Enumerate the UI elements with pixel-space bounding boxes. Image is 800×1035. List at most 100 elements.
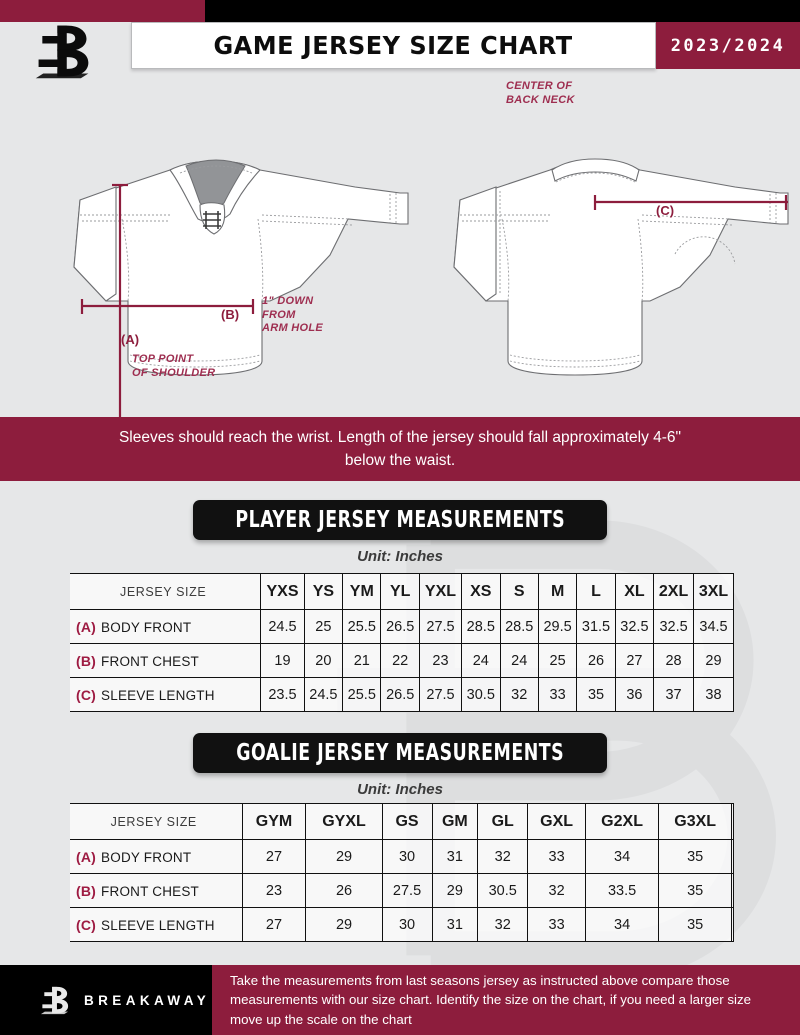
jersey-diagram-panel: .jline { fill:#ffffff; stroke:#6d6e71; s… — [0, 69, 800, 417]
cell-b-0: 19 — [260, 643, 305, 678]
top-accent-strip — [0, 0, 800, 22]
goalie-cell-c-2: 30 — [381, 907, 433, 942]
header-logo-area — [0, 22, 130, 79]
goalie-row-code-a: (A) — [76, 848, 97, 865]
cell-c-3: 26.5 — [380, 677, 420, 712]
cell-b-11: 29 — [693, 643, 734, 678]
player-measurements-table-wrap: JERSEY SIZE YXS YS YM YL YXL XS S M L XL… — [70, 573, 734, 712]
dimension-label-a: (A) — [121, 332, 140, 347]
goalie-row-label-a: (A) BODY FRONT — [70, 839, 243, 874]
goalie-cell-b-0: 23 — [241, 873, 307, 908]
footer-brand: BREAKAWAY — [0, 965, 212, 1035]
goalie-cell-a-8 — [731, 839, 734, 874]
size-col-1: YS — [303, 573, 344, 610]
player-measurements-table: JERSEY SIZE YXS YS YM YL YXL XS S M L XL… — [70, 573, 734, 712]
goalie-cell-b-1: 26 — [305, 873, 383, 908]
goalie-size-col-8 — [731, 803, 734, 840]
row-code-c: (C) — [76, 686, 97, 703]
cell-c-6: 32 — [499, 677, 539, 712]
cell-a-3: 26.5 — [380, 609, 420, 644]
size-col-4: YXL — [418, 573, 463, 610]
goalie-cell-a-1: 29 — [305, 839, 383, 874]
cell-b-7: 25 — [537, 643, 578, 678]
table-row: (A) BODY FRONT 27 29 30 31 32 33 34 35 — [70, 839, 734, 874]
goalie-cell-c-6: 34 — [585, 907, 660, 942]
row-label-a: (A) BODY FRONT — [70, 609, 262, 644]
instruction-banner-text: Sleeves should reach the wrist. Length o… — [118, 429, 682, 469]
row-code-b: (B) — [76, 652, 97, 669]
table-row: (A) BODY FRONT 24.5 25 25.5 26.5 27.5 28.… — [70, 609, 734, 644]
size-col-7: M — [537, 573, 578, 610]
size-col-8: L — [576, 573, 616, 610]
goalie-cell-c-0: 27 — [241, 907, 307, 942]
footer-instructions-text: Take the measurements from last seasons … — [230, 972, 752, 1027]
season-badge: 2023/2024 — [656, 22, 800, 69]
goalie-jersey-size-header: JERSEY SIZE — [70, 803, 243, 840]
cell-a-6: 28.5 — [499, 609, 539, 644]
goalie-cell-a-6: 34 — [585, 839, 660, 874]
goalie-cell-b-4: 30.5 — [477, 873, 529, 908]
goalie-cell-b-7: 35 — [658, 873, 733, 908]
table-row: (B) FRONT CHEST 23 26 27.5 29 30.5 32 33.… — [70, 873, 734, 908]
row-code-a: (A) — [76, 618, 97, 635]
goalie-size-col-4: GL — [477, 803, 529, 840]
player-unit-label: Unit: Inches — [357, 548, 443, 565]
goalie-size-col-5: GXL — [527, 803, 587, 840]
cell-c-0: 23.5 — [260, 677, 305, 712]
table-row: (B) FRONT CHEST 19 20 21 22 23 24 24 25 2… — [70, 643, 734, 678]
cell-b-9: 27 — [614, 643, 655, 678]
cell-c-2: 25.5 — [342, 677, 382, 712]
table-header-row: JERSEY SIZE YXS YS YM YL YXL XS S M L XL… — [70, 573, 734, 610]
season-text: 2023/2024 — [670, 35, 786, 56]
dimension-note-a: TOP POINT OF SHOULDER — [132, 353, 216, 379]
goalie-size-col-0: GYM — [241, 803, 307, 840]
cell-b-8: 26 — [576, 643, 616, 678]
footer-instructions: Take the measurements from last seasons … — [212, 965, 800, 1035]
size-col-5: XS — [461, 573, 501, 610]
page-footer: BREAKAWAY Take the measurements from las… — [0, 965, 800, 1035]
cell-c-1: 24.5 — [303, 677, 344, 712]
goalie-cell-c-4: 32 — [477, 907, 529, 942]
goalie-cell-b-8 — [731, 873, 734, 908]
goalie-row-code-c: (C) — [76, 916, 97, 933]
goalie-cell-c-1: 29 — [305, 907, 383, 942]
goalie-cell-a-2: 30 — [381, 839, 433, 874]
goalie-row-label-c: (C) SLEEVE LENGTH — [70, 907, 243, 942]
cell-b-10: 28 — [653, 643, 694, 678]
goalie-row-label-b: (B) FRONT CHEST — [70, 873, 243, 908]
cell-c-11: 38 — [693, 677, 734, 712]
size-col-0: YXS — [260, 573, 305, 610]
goalie-cell-b-2: 27.5 — [381, 873, 433, 908]
goalie-cell-c-5: 33 — [527, 907, 587, 942]
goalie-size-col-6: G2XL — [585, 803, 660, 840]
goalie-section-title: GOALIE JERSEY MEASUREMENTS — [193, 733, 607, 773]
goalie-size-col-7: G3XL — [658, 803, 733, 840]
dimension-note-b: 1" DOWN FROM ARM HOLE — [262, 295, 324, 334]
goalie-cell-c-8 — [731, 907, 734, 942]
size-col-9: XL — [614, 573, 655, 610]
table-row: (C) SLEEVE LENGTH 27 29 30 31 32 33 34 35 — [70, 907, 734, 942]
size-col-2: YM — [342, 573, 382, 610]
cell-c-4: 27.5 — [418, 677, 463, 712]
player-section-title-text: PLAYER JERSEY MEASUREMENTS — [235, 507, 565, 533]
dimension-label-c: (C) — [656, 203, 675, 218]
cell-c-7: 33 — [537, 677, 578, 712]
table-header-row: JERSEY SIZE GYM GYXL GS GM GL GXL G2XL G… — [70, 803, 734, 840]
dimension-note-c: CENTER OF BACK NECK — [506, 80, 575, 106]
cell-b-6: 24 — [499, 643, 539, 678]
row-text-c: SLEEVE LENGTH — [101, 687, 215, 703]
breakaway-b-logo-icon — [30, 20, 96, 82]
goalie-cell-c-3: 31 — [431, 907, 479, 942]
goalie-measurements-table-wrap: JERSEY SIZE GYM GYXL GS GM GL GXL G2XL G… — [70, 803, 734, 942]
goalie-section-title-text: GOALIE JERSEY MEASUREMENTS — [236, 740, 564, 766]
cell-a-7: 29.5 — [537, 609, 578, 644]
goalie-cell-a-0: 27 — [241, 839, 307, 874]
cell-b-5: 24 — [461, 643, 501, 678]
back-jersey-illustration — [453, 158, 789, 376]
page-header: GAME JERSEY SIZE CHART 2023/2024 — [0, 22, 800, 79]
goalie-size-col-3: GM — [431, 803, 479, 840]
cell-a-9: 32.5 — [614, 609, 655, 644]
cell-b-2: 21 — [342, 643, 382, 678]
table-row: (C) SLEEVE LENGTH 23.5 24.5 25.5 26.5 27.… — [70, 677, 734, 712]
cell-a-0: 24.5 — [260, 609, 305, 644]
